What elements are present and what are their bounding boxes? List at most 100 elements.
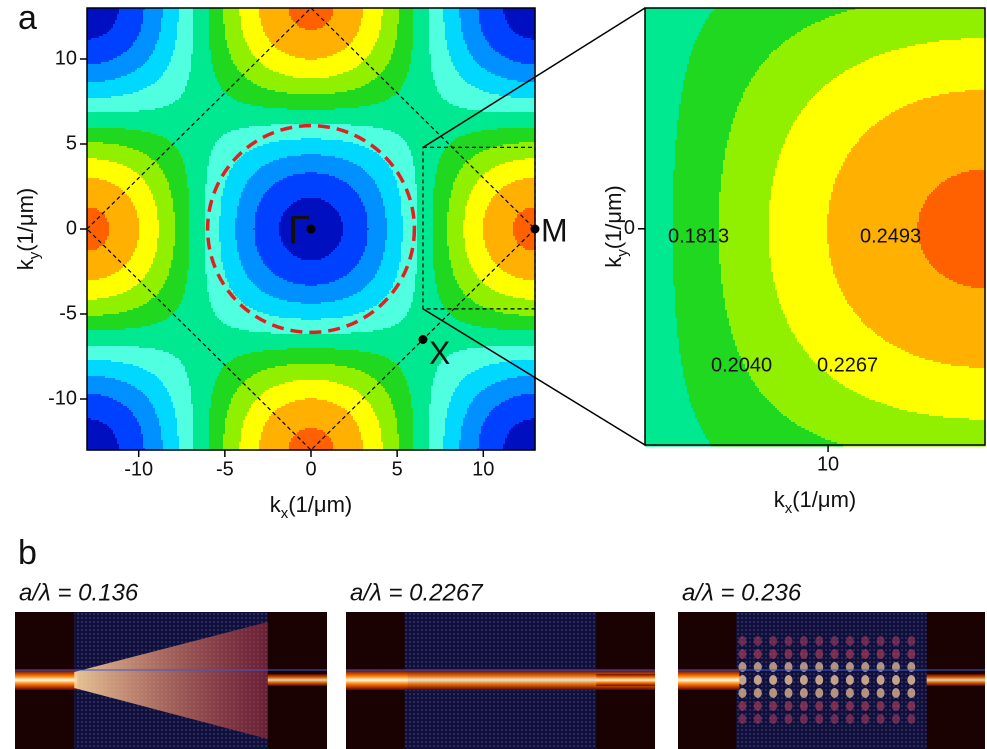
contour-band bbox=[261, 434, 296, 437]
contour-band bbox=[919, 214, 986, 217]
contour-band bbox=[677, 124, 732, 127]
contour-band bbox=[383, 198, 402, 201]
contour-band bbox=[395, 94, 442, 97]
contour-band bbox=[369, 174, 394, 177]
contour-band bbox=[87, 94, 124, 97]
contour-band bbox=[363, 204, 384, 207]
contour-band bbox=[773, 184, 834, 187]
contour-band bbox=[399, 446, 414, 449]
contour-band bbox=[135, 40, 158, 43]
contour-band bbox=[839, 74, 986, 77]
contour-band bbox=[413, 416, 430, 419]
contour-band bbox=[645, 244, 674, 247]
contour-band bbox=[757, 386, 846, 389]
x-tick-label: -5 bbox=[216, 458, 234, 480]
contour-band bbox=[159, 418, 178, 421]
contour-band bbox=[153, 50, 174, 53]
contour-band bbox=[677, 320, 730, 323]
contour-band bbox=[449, 252, 468, 255]
contour-band bbox=[467, 46, 492, 49]
contour-band bbox=[163, 8, 180, 11]
contour-band bbox=[429, 32, 446, 35]
contour-band bbox=[209, 14, 224, 17]
contour-band bbox=[157, 294, 184, 297]
contour-band bbox=[241, 26, 264, 29]
contour-band bbox=[261, 24, 298, 27]
contour-band bbox=[387, 230, 404, 233]
contour-band bbox=[417, 198, 434, 201]
contour-band bbox=[489, 286, 536, 289]
contour-band bbox=[415, 172, 438, 175]
contour-band bbox=[139, 422, 160, 425]
contour-band bbox=[645, 36, 698, 39]
contour-band bbox=[371, 404, 394, 407]
contour-band bbox=[885, 116, 986, 119]
contour-band bbox=[241, 194, 264, 197]
contour-band bbox=[333, 10, 364, 13]
contour-band bbox=[487, 70, 536, 73]
contour-band bbox=[87, 434, 116, 437]
contour-band bbox=[483, 236, 516, 239]
contour-band bbox=[739, 354, 810, 357]
contour-band bbox=[859, 138, 986, 141]
contour-band bbox=[845, 296, 986, 299]
field-lobe bbox=[769, 675, 778, 685]
contour-band bbox=[719, 220, 770, 223]
contour-band bbox=[675, 158, 726, 161]
contour-band bbox=[829, 212, 920, 215]
contour-band bbox=[783, 414, 930, 417]
contour-band bbox=[205, 238, 220, 241]
contour-band bbox=[365, 250, 386, 253]
contour-band bbox=[191, 70, 214, 73]
contour-band bbox=[729, 132, 790, 135]
contour-band bbox=[429, 426, 446, 429]
contour-band bbox=[451, 266, 472, 269]
contour-band bbox=[827, 236, 920, 239]
contour-band bbox=[87, 348, 156, 351]
contour-band bbox=[225, 422, 244, 425]
contour-band bbox=[437, 86, 476, 89]
contour-band bbox=[681, 94, 744, 97]
contour-band bbox=[181, 96, 232, 99]
contour-band bbox=[925, 254, 986, 257]
contour-band bbox=[87, 200, 132, 203]
contour-band bbox=[433, 216, 448, 219]
contour-band bbox=[463, 422, 484, 425]
contour-band bbox=[693, 410, 780, 413]
contour-band bbox=[503, 12, 536, 15]
input-beam bbox=[678, 670, 740, 690]
contour-band bbox=[261, 370, 362, 373]
contour-band bbox=[411, 406, 430, 409]
contour-band bbox=[683, 80, 752, 83]
contour-band bbox=[187, 180, 208, 183]
contour-band bbox=[749, 372, 828, 375]
contour-band bbox=[451, 196, 470, 199]
contour-band bbox=[737, 348, 804, 351]
contour-band bbox=[645, 32, 700, 35]
contour-band bbox=[471, 298, 526, 301]
contour-band bbox=[495, 310, 536, 313]
contour-band bbox=[327, 22, 362, 25]
contour-band bbox=[645, 178, 674, 181]
contour-band bbox=[133, 252, 156, 255]
y-tick-label: 0 bbox=[624, 217, 635, 239]
contour-band bbox=[861, 318, 986, 321]
contour-band bbox=[443, 358, 536, 361]
contour-band bbox=[491, 72, 536, 75]
contour-band bbox=[645, 40, 696, 43]
contour-band bbox=[175, 224, 190, 227]
contour-band bbox=[909, 352, 986, 355]
contour-band bbox=[261, 436, 294, 439]
contour-band bbox=[335, 248, 366, 251]
contour-band bbox=[673, 218, 720, 221]
contour-band bbox=[209, 428, 226, 431]
contour-band bbox=[417, 188, 434, 191]
contour-band bbox=[379, 426, 398, 429]
contour-band bbox=[459, 440, 480, 443]
contour-band bbox=[151, 132, 228, 135]
contour-band bbox=[205, 242, 222, 245]
contour-band bbox=[87, 40, 136, 43]
contour-band bbox=[221, 242, 238, 245]
contour-band bbox=[87, 268, 122, 271]
contour-band bbox=[255, 238, 282, 241]
